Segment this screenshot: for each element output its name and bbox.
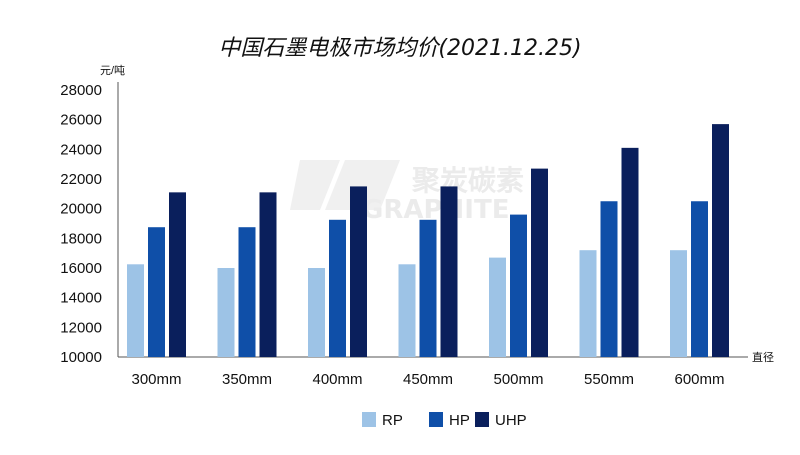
x-tick-label: 550mm	[584, 371, 634, 388]
bar-hp-450mm	[419, 219, 437, 357]
y-tick-label: 12000	[60, 319, 102, 336]
bar-uhp-350mm	[259, 192, 277, 357]
bar-rp-500mm	[489, 257, 506, 357]
y-tick-label: 14000	[60, 290, 102, 307]
bar-hp-300mm	[148, 227, 165, 357]
watermark-emblem-icon	[290, 160, 400, 210]
x-tick-label: 300mm	[131, 371, 181, 388]
bar-rp-600mm	[670, 250, 687, 357]
bar-hp-400mm	[329, 219, 346, 357]
x-tick-label: 350mm	[222, 371, 272, 388]
bar-uhp-550mm	[621, 147, 639, 357]
y-tick-label: 18000	[60, 230, 102, 247]
y-tick-label: 26000	[60, 112, 102, 129]
legend-label-rp: RP	[382, 412, 403, 429]
bar-rp-300mm	[127, 264, 144, 357]
bar-hp-600mm	[691, 201, 708, 357]
legend-swatch-uhp	[475, 412, 489, 427]
chart-legend: RP HP UHP	[362, 412, 527, 429]
y-axis-ticks: 10000 12000 14000 16000 18000 20000 22000 24000…	[60, 82, 102, 366]
bar-uhp-500mm	[531, 168, 548, 357]
x-tick-label: 400mm	[312, 371, 362, 388]
bar-hp-550mm	[600, 201, 618, 357]
bar-rp-550mm	[579, 250, 597, 357]
legend-swatch-hp	[429, 412, 443, 427]
y-tick-label: 10000	[60, 349, 102, 366]
x-tick-label: 600mm	[674, 371, 724, 388]
y-axis-unit-label: 元/吨	[100, 64, 125, 77]
bar-rp-400mm	[308, 268, 325, 357]
bar-uhp-400mm	[350, 186, 367, 357]
x-axis-ticks: 300mm 350mm 400mm 450mm 500mm 550mm 600mm	[131, 371, 724, 388]
x-axis-unit-label: 直径	[752, 350, 774, 364]
legend-label-uhp: UHP	[495, 412, 527, 429]
y-tick-label: 22000	[60, 171, 102, 188]
y-tick-label: 28000	[60, 82, 102, 99]
x-tick-label: 450mm	[403, 371, 453, 388]
chart-title: 中国石墨电极市场均价(2021.12.25)	[218, 36, 581, 61]
bar-series-group	[127, 124, 729, 357]
watermark-cn-text: 聚炭碳素	[411, 164, 524, 197]
legend-label-hp: HP	[449, 412, 470, 429]
legend-swatch-rp	[362, 412, 376, 427]
y-tick-label: 24000	[60, 141, 102, 158]
y-tick-label: 16000	[60, 260, 102, 277]
bar-rp-450mm	[398, 264, 416, 357]
bar-hp-350mm	[238, 227, 256, 357]
x-tick-label: 500mm	[493, 371, 543, 388]
y-tick-label: 20000	[60, 201, 102, 218]
bar-hp-500mm	[510, 214, 527, 357]
bar-rp-350mm	[217, 268, 235, 357]
bar-uhp-600mm	[712, 124, 729, 357]
bar-uhp-450mm	[440, 186, 458, 357]
bar-uhp-300mm	[169, 192, 186, 357]
